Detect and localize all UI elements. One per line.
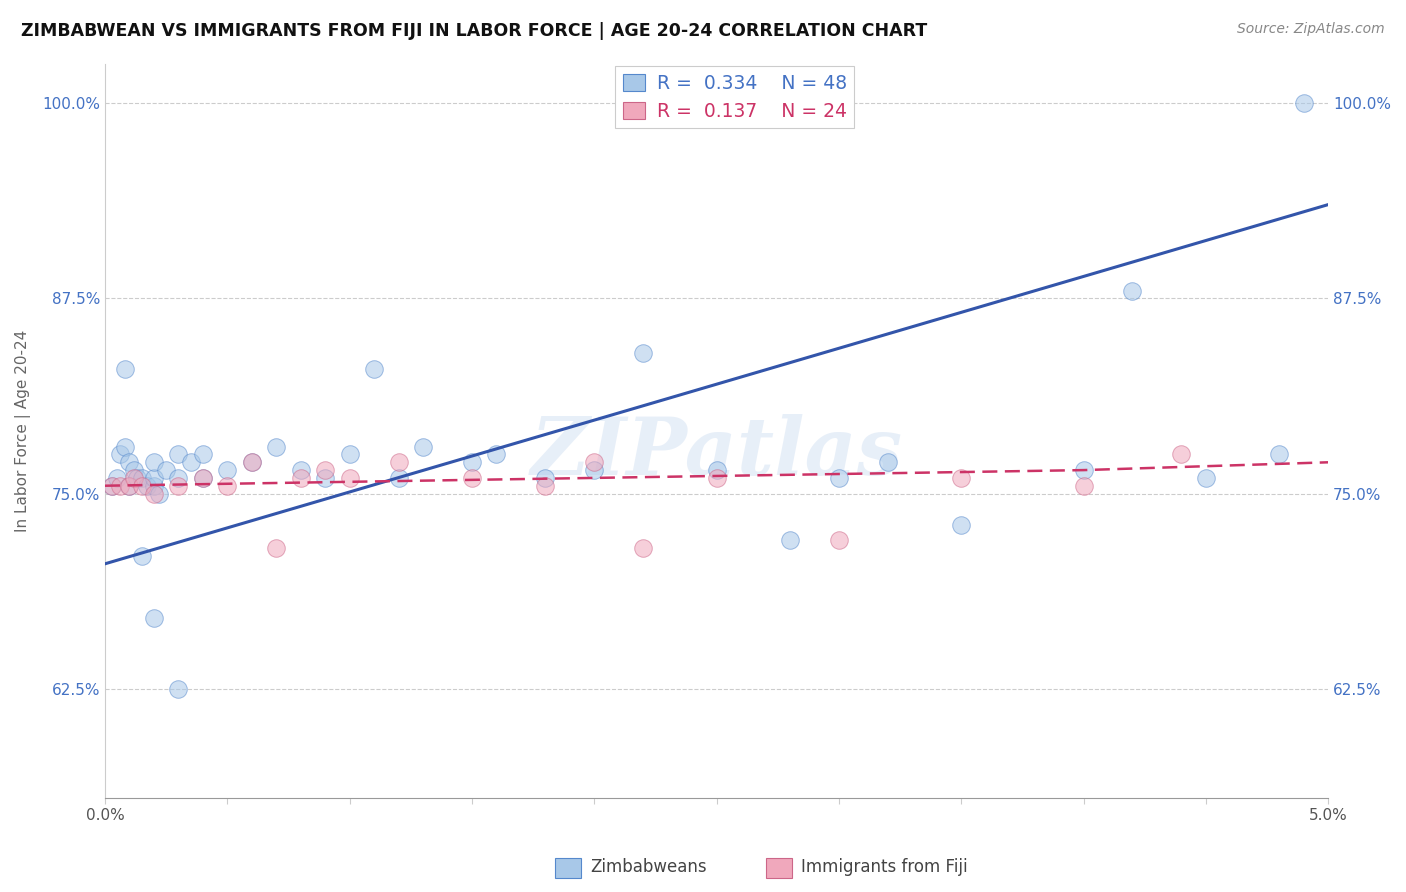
Point xyxy=(105,471,128,485)
Point xyxy=(1073,463,1095,477)
Point xyxy=(339,448,361,462)
Point xyxy=(217,463,239,477)
Point xyxy=(387,455,409,469)
Point xyxy=(148,486,170,500)
Point xyxy=(706,463,728,477)
Point xyxy=(950,517,973,532)
Point xyxy=(108,479,131,493)
Point xyxy=(314,463,336,477)
Point xyxy=(167,681,190,696)
Text: ZIPatlas: ZIPatlas xyxy=(530,414,903,491)
Text: Source: ZipAtlas.com: Source: ZipAtlas.com xyxy=(1237,22,1385,37)
Point xyxy=(118,479,141,493)
Point xyxy=(876,455,898,469)
Point xyxy=(180,455,202,469)
Point xyxy=(131,471,153,485)
Point xyxy=(101,479,124,493)
Point xyxy=(363,361,385,376)
Point xyxy=(101,479,124,493)
Point xyxy=(631,541,654,556)
Point xyxy=(191,448,214,462)
Point xyxy=(339,471,361,485)
Point xyxy=(131,479,153,493)
Point xyxy=(114,440,136,454)
Text: Immigrants from Fiji: Immigrants from Fiji xyxy=(801,858,969,876)
Point xyxy=(155,463,177,477)
Point xyxy=(240,455,263,469)
Point xyxy=(314,471,336,485)
Point xyxy=(167,479,190,493)
Point xyxy=(828,471,851,485)
Text: Zimbabweans: Zimbabweans xyxy=(591,858,707,876)
Y-axis label: In Labor Force | Age 20-24: In Labor Force | Age 20-24 xyxy=(15,330,31,533)
Point xyxy=(125,471,148,485)
Point xyxy=(142,455,165,469)
Legend: R =  0.334    N = 48, R =  0.137    N = 24: R = 0.334 N = 48, R = 0.137 N = 24 xyxy=(616,66,855,128)
Point xyxy=(828,533,851,548)
Point xyxy=(124,471,146,485)
Point xyxy=(118,479,141,493)
Point xyxy=(583,463,606,477)
Point xyxy=(114,361,136,376)
Point xyxy=(108,448,131,462)
Point xyxy=(264,541,287,556)
Point xyxy=(191,471,214,485)
Text: ZIMBABWEAN VS IMMIGRANTS FROM FIJI IN LABOR FORCE | AGE 20-24 CORRELATION CHART: ZIMBABWEAN VS IMMIGRANTS FROM FIJI IN LA… xyxy=(21,22,928,40)
Point xyxy=(1121,284,1143,298)
Point xyxy=(142,611,165,625)
Point xyxy=(240,455,263,469)
Point xyxy=(142,471,165,485)
Point xyxy=(1170,448,1192,462)
Point xyxy=(1073,479,1095,493)
Point xyxy=(534,479,557,493)
Point xyxy=(485,448,508,462)
Point xyxy=(124,463,146,477)
Point xyxy=(118,455,141,469)
Point xyxy=(135,479,157,493)
Point xyxy=(1292,96,1315,111)
Point xyxy=(142,486,165,500)
Point xyxy=(264,440,287,454)
Point xyxy=(387,471,409,485)
Point xyxy=(461,455,484,469)
Point xyxy=(706,471,728,485)
Point xyxy=(461,471,484,485)
Point xyxy=(167,448,190,462)
Point xyxy=(631,346,654,360)
Point xyxy=(131,549,153,563)
Point xyxy=(217,479,239,493)
Point xyxy=(950,471,973,485)
Point xyxy=(290,463,312,477)
Point xyxy=(290,471,312,485)
Point xyxy=(142,479,165,493)
Point xyxy=(583,455,606,469)
Point xyxy=(534,471,557,485)
Point xyxy=(1195,471,1218,485)
Point xyxy=(191,471,214,485)
Point xyxy=(1268,448,1291,462)
Point xyxy=(167,471,190,485)
Point xyxy=(779,533,801,548)
Point xyxy=(412,440,434,454)
